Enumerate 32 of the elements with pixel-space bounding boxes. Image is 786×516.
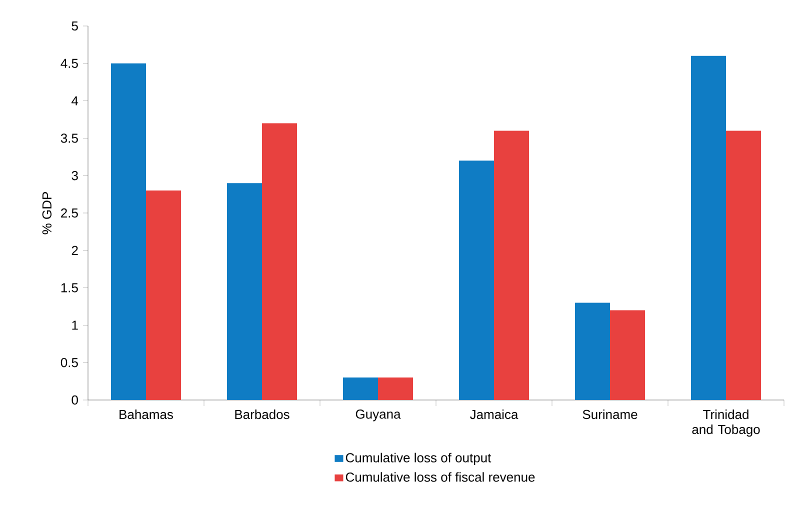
y-tick-label: 3.5 [60,134,78,143]
bar [227,183,262,400]
legend-label: Cumulative loss of fiscal revenue [346,472,535,482]
bar [378,378,413,400]
bar [111,63,146,400]
y-tick-label: 0.5 [60,358,78,368]
y-tick-label: 5 [72,21,78,31]
y-tick-label: 1 [72,320,78,330]
bar [575,302,610,400]
x-tick-label: Suriname [582,410,638,420]
bar [343,378,378,400]
y-tick-label: 2 [72,246,78,255]
bar [726,130,762,400]
bar [459,160,494,400]
y-tick-label: 2.5 [61,208,78,218]
y-tick-label: 0 [72,395,78,405]
y-tick-label: 3 [72,170,78,180]
bar [262,123,297,400]
bar [610,310,646,400]
bar [494,130,529,400]
bar [691,56,726,400]
y-tick-label: 1.5 [61,283,78,292]
bar [146,190,181,400]
legend-label: Cumulative loss of output [346,452,492,465]
y-axis-title: % GDP [42,192,52,234]
y-tick-label: 4.5 [60,58,78,68]
x-tick-label: Jamaica [470,410,518,420]
x-tick-label: Guyana [356,410,401,422]
x-tick-label: Barbados [235,410,290,420]
x-tick-label: Trinidad and Tobago [692,410,760,437]
x-tick-label: Bahamas [120,410,173,420]
y-tick-label: 4 [72,96,78,106]
